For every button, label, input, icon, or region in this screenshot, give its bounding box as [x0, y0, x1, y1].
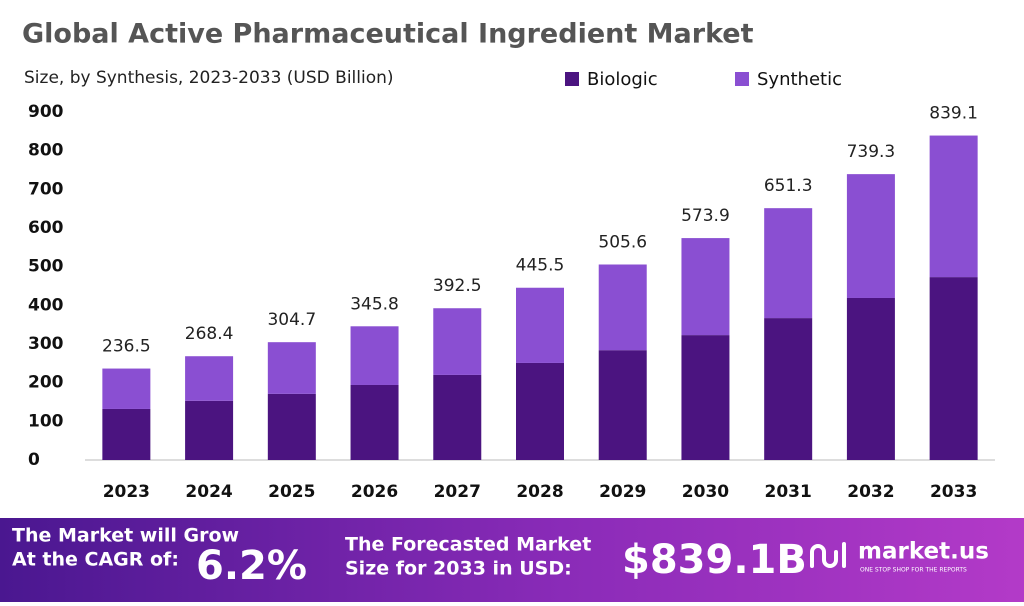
y-tick-label: 300 — [28, 334, 64, 354]
legend-label: Biologic — [587, 69, 658, 90]
bar-segment — [846, 174, 895, 298]
bar-segment — [846, 297, 895, 460]
x-tick-label: 2032 — [847, 482, 894, 502]
forecast-text: The Forecasted Market — [345, 534, 591, 556]
x-tick-label: 2030 — [682, 482, 729, 502]
x-tick-label: 2027 — [434, 482, 481, 502]
bar-segment — [267, 342, 316, 394]
total-label: 839.1 — [929, 104, 978, 124]
bar-segment — [185, 400, 234, 460]
bar-segment — [598, 350, 647, 460]
x-tick-label: 2029 — [599, 482, 646, 502]
total-label: 445.5 — [516, 256, 565, 276]
bar-segment — [267, 393, 316, 460]
total-label: 268.4 — [185, 324, 234, 344]
total-label: 505.6 — [598, 233, 647, 253]
y-tick-label: 200 — [28, 373, 64, 393]
brand-name: market.us — [858, 539, 989, 565]
y-tick-label: 900 — [28, 102, 64, 122]
total-label: 304.7 — [267, 310, 316, 330]
bar-segment — [929, 277, 978, 460]
y-tick-label: 100 — [28, 411, 64, 431]
cagr-text: The Market will Grow — [12, 525, 239, 547]
bar-segment — [516, 287, 564, 363]
forecast-value: $839.1B — [622, 537, 807, 583]
cagr-value: 6.2% — [196, 543, 307, 589]
y-tick-label: 800 — [28, 141, 64, 161]
x-tick-label: 2026 — [351, 482, 398, 502]
bar-segment — [102, 408, 151, 460]
y-tick-label: 400 — [28, 295, 64, 315]
total-label: 392.5 — [433, 276, 482, 296]
cagr-text: At the CAGR of: — [12, 549, 179, 571]
forecast-text: Size for 2033 in USD: — [345, 558, 572, 580]
bar-segment — [598, 264, 647, 351]
x-tick-label: 2033 — [930, 482, 977, 502]
bar-segment — [681, 335, 730, 460]
y-tick-label: 0 — [28, 450, 40, 470]
bar-segment — [929, 135, 978, 278]
total-label: 573.9 — [681, 206, 730, 226]
footer-band — [0, 518, 1024, 602]
y-tick-label: 500 — [28, 257, 64, 277]
bar-segment — [185, 356, 234, 401]
bar-segment — [433, 374, 482, 460]
bar-segment — [516, 362, 564, 460]
x-tick-label: 2024 — [185, 482, 232, 502]
legend-swatch — [565, 72, 579, 86]
brand-tagline: ONE STOP SHOP FOR THE REPORTS — [860, 567, 967, 574]
bar-segment — [764, 318, 813, 460]
bar-segment — [433, 308, 482, 375]
bar-segment — [350, 384, 399, 460]
bar-segment — [764, 208, 813, 319]
total-label: 739.3 — [847, 142, 896, 162]
legend-label: Synthetic — [757, 69, 842, 90]
bar-segment — [350, 326, 399, 385]
y-tick-label: 600 — [28, 218, 64, 238]
y-tick-label: 700 — [28, 179, 64, 199]
brand-logo — [810, 542, 846, 568]
x-tick-label: 2031 — [765, 482, 812, 502]
x-tick-label: 2023 — [103, 482, 150, 502]
bar-segment — [681, 238, 730, 336]
total-label: 345.8 — [350, 294, 399, 314]
chart-subtitle: Size, by Synthesis, 2023-2033 (USD Billi… — [24, 68, 394, 88]
chart-title: Global Active Pharmaceutical Ingredient … — [22, 19, 754, 50]
bar-segment — [102, 368, 151, 409]
x-tick-label: 2025 — [268, 482, 315, 502]
x-tick-label: 2028 — [516, 482, 563, 502]
legend-swatch — [735, 72, 749, 86]
total-label: 236.5 — [102, 337, 151, 357]
total-label: 651.3 — [764, 176, 813, 196]
